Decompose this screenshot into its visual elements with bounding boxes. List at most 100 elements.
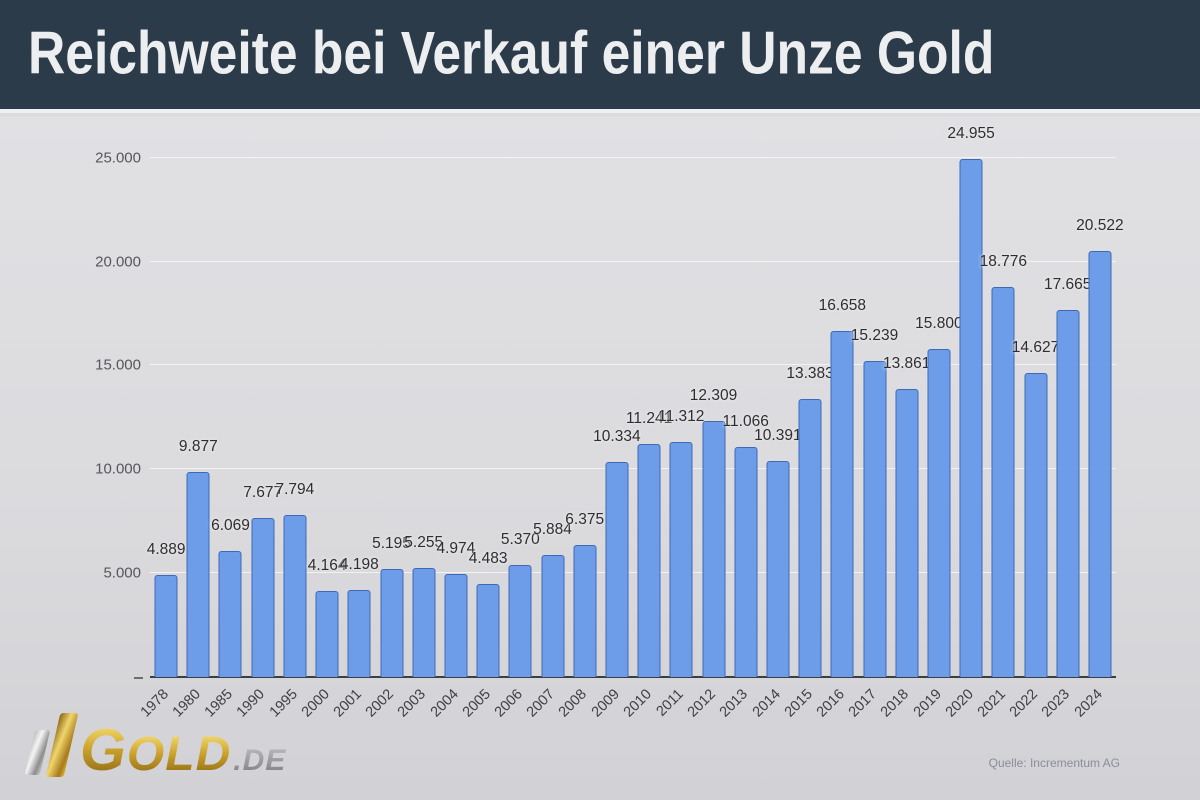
x-axis-tick-label: 2011 <box>653 686 687 720</box>
x-axis-tick-label: 2014 <box>749 686 784 721</box>
bar-2000 <box>315 590 339 677</box>
bar-1990 <box>251 517 275 677</box>
bar-value-label: 11.241 <box>625 409 673 427</box>
logo-letters-old: OLD <box>126 728 232 781</box>
x-axis-line <box>150 676 1116 678</box>
y-axis-tick-label: 10.000 <box>95 460 141 478</box>
bar-2003 <box>412 567 436 677</box>
x-axis-tick-label: 2010 <box>620 686 655 721</box>
bar-value-label: 10.391 <box>754 427 802 445</box>
gridline <box>150 364 1116 366</box>
x-axis-tick-label: 2008 <box>556 686 591 721</box>
x-axis-tick-label: 2024 <box>1071 686 1106 721</box>
x-axis-tick-label: 2013 <box>717 686 752 721</box>
x-axis-tick-label: 2012 <box>685 686 720 721</box>
bar-value-label: 10.334 <box>593 428 641 446</box>
bar-2010 <box>637 443 661 677</box>
x-axis-tick-label: 2003 <box>395 686 430 721</box>
x-axis-tick-label: 2018 <box>878 686 913 721</box>
bar-value-label: 11.066 <box>722 413 769 431</box>
bar-2005 <box>476 583 500 677</box>
chart-area: 5.000 10.000 15.000 20.000 25.000 4.889 1978 9.… <box>0 117 1200 800</box>
logo-domain-suffix: .DE <box>233 744 287 777</box>
gold-de-logo: G OLD .DE <box>24 712 346 790</box>
bar-2017 <box>863 360 886 677</box>
bar-value-label: 20.522 <box>1076 216 1124 234</box>
bar-value-label: 4.889 <box>146 541 186 559</box>
bar-2011 <box>669 442 693 677</box>
bar-value-label: 17.665 <box>1043 276 1092 294</box>
bar-value-label: 13.383 <box>786 365 834 383</box>
bar-2021 <box>991 287 1015 677</box>
y-axis-tick-label: 15.000 <box>95 356 141 374</box>
y-axis-tick-label: 20.000 <box>95 253 141 271</box>
bar-1980 <box>186 471 210 677</box>
bar-2020 <box>959 158 983 677</box>
bar-value-label: 5.370 <box>500 531 540 549</box>
bar-2014 <box>766 461 790 677</box>
y-axis-tick-label: 5.000 <box>103 564 141 582</box>
logo-wordmark: G OLD .DE <box>80 721 286 780</box>
bar-2018 <box>895 389 919 677</box>
x-axis-tick-label: 2006 <box>491 686 526 721</box>
bar-1985 <box>218 550 242 677</box>
x-axis-tick-label: 2023 <box>1039 686 1074 721</box>
bar-value-label: 24.955 <box>947 124 995 142</box>
logo-gold-ingot-icon <box>45 713 79 777</box>
bar-value-label: 4.974 <box>436 539 476 557</box>
bar-value-label: 6.069 <box>211 516 250 534</box>
bar-2001 <box>347 589 371 677</box>
x-axis-tick-label: 2007 <box>524 686 559 721</box>
bar-value-label: 4.198 <box>339 555 379 573</box>
bar-value-label: 4.164 <box>307 556 347 574</box>
bar-value-label: 18.776 <box>979 253 1028 271</box>
bar-value-label: 13.861 <box>882 355 931 373</box>
gridline <box>150 260 1116 262</box>
x-axis-tick-label: 2015 <box>781 686 816 721</box>
x-axis-tick-label: 2004 <box>427 686 462 721</box>
bar-value-label: 7.794 <box>275 481 315 499</box>
x-axis-tick-label: 2002 <box>363 686 398 721</box>
x-axis-tick-label: 2021 <box>974 686 1009 721</box>
bar-2015 <box>798 399 822 677</box>
header-bar: Reichweite bei Verkauf einer Unze Gold <box>0 0 1200 113</box>
y-axis-tick-label: 25.000 <box>95 149 141 167</box>
bar-value-label: 4.483 <box>468 549 508 567</box>
bar-value-label: 5.195 <box>372 535 411 553</box>
bar-2023 <box>1056 310 1080 677</box>
bar-value-label: 15.800 <box>915 314 963 332</box>
bar-2002 <box>380 569 403 677</box>
source-credit: Quelle: Incrementum AG <box>988 756 1120 770</box>
x-axis-tick-label: 2022 <box>1007 686 1042 721</box>
gridline <box>150 468 1116 470</box>
gridline <box>150 156 1116 158</box>
x-axis-tick-label: 2020 <box>942 686 977 721</box>
bar-1995 <box>283 515 307 677</box>
bar-2012 <box>702 421 725 677</box>
bar-value-label: 15.239 <box>850 326 899 344</box>
x-axis-tick-label: 2016 <box>813 686 848 721</box>
bar-1978 <box>154 575 178 677</box>
page-title: Reichweite bei Verkauf einer Unze Gold <box>28 18 995 86</box>
plot-area: 5.000 10.000 15.000 20.000 25.000 4.889 1978 9.… <box>95 125 1123 721</box>
logo-letter-g: G <box>80 717 127 783</box>
bar-value-label: 7.677 <box>243 483 283 501</box>
x-axis-tick-label: 2017 <box>846 686 881 721</box>
bar-value-label: 5.884 <box>533 520 572 538</box>
logo-silver-ingot-icon <box>24 730 51 775</box>
bar-2024 <box>1088 250 1112 677</box>
bar-value-label: 11.312 <box>658 408 705 426</box>
bar-value-label: 16.658 <box>818 297 867 315</box>
bar-2019 <box>927 348 951 677</box>
bar-2013 <box>734 447 758 677</box>
zero-tick-mark <box>134 677 143 679</box>
gridline <box>150 572 1116 574</box>
x-axis-tick-label: 2019 <box>910 686 945 721</box>
x-axis-tick-label: 2009 <box>588 686 623 721</box>
bar-2008 <box>573 544 597 677</box>
bar-2007 <box>541 554 564 677</box>
bar-value-label: 14.627 <box>1011 339 1060 357</box>
bar-2022 <box>1024 373 1047 677</box>
bar-2006 <box>508 565 532 677</box>
x-axis-tick-label: 2005 <box>459 686 494 721</box>
